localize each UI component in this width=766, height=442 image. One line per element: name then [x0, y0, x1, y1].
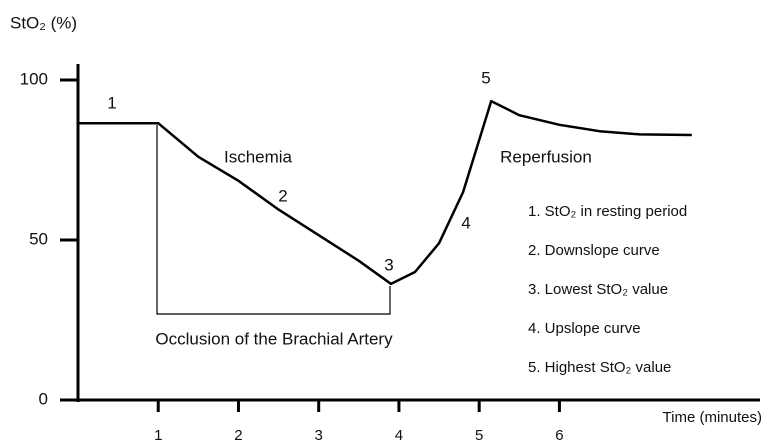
annotation: Ischemia — [224, 147, 293, 166]
note: 3. Lowest StO₂ value — [528, 281, 668, 298]
x-tick-label: 4 — [395, 427, 403, 442]
note: 5. Highest StO₂ value — [528, 359, 671, 376]
note: 4. Upslope curve — [528, 320, 641, 337]
x-axis-title: Time (minutes) — [663, 409, 762, 426]
y-axis-title: StO₂ (%) — [10, 13, 77, 32]
y-tick-label: 0 — [39, 389, 48, 408]
occlusion-bracket — [156, 125, 391, 315]
line — [78, 99, 692, 286]
y-tick-label: 100 — [20, 69, 48, 88]
x-tick-label: 3 — [315, 427, 323, 442]
annotation: 3 — [384, 255, 393, 274]
x-tick-label: 5 — [475, 427, 483, 442]
x-tick-label: 6 — [555, 427, 563, 442]
y-tick-label: 50 — [29, 229, 48, 248]
note: 2. Downslope curve — [528, 242, 660, 259]
bracket-label: Occlusion of the Brachial Artery — [155, 329, 393, 348]
annotation: 1 — [107, 93, 116, 112]
annotation: 4 — [461, 213, 470, 232]
annotation: Reperfusion — [500, 147, 592, 166]
x-tick-label: 1 — [154, 427, 162, 442]
note: 1. StO₂ in resting period — [528, 203, 687, 220]
annotation: 5 — [481, 68, 490, 87]
x-tick-label: 2 — [234, 427, 242, 442]
annotation: 2 — [278, 186, 287, 205]
